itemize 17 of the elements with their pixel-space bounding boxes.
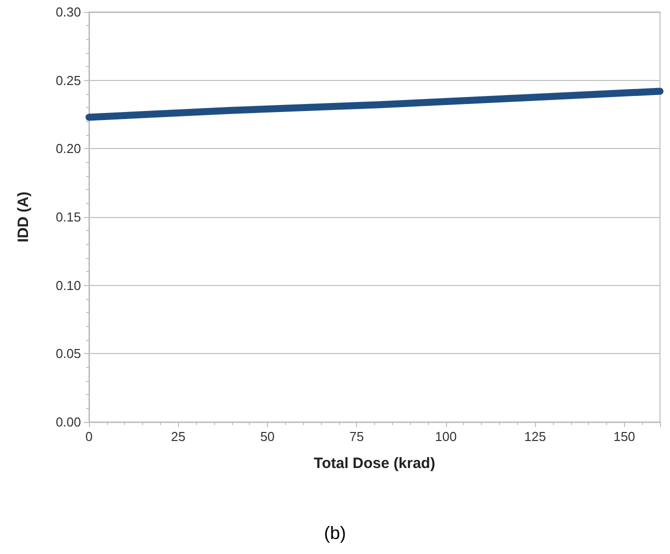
y-tick-label: 0.20 [56, 141, 81, 156]
x-tick-label: 75 [349, 429, 364, 444]
text: (b) [324, 523, 346, 543]
y-tick-label: 0.30 [56, 4, 81, 20]
x-tick-label: 0 [85, 429, 93, 444]
x-tick-label: 50 [260, 429, 275, 444]
y-tick-label: 0.15 [56, 210, 81, 224]
x-axis-title: Total Dose (krad) [314, 455, 436, 472]
x-tick-label: 150 [613, 429, 636, 444]
x-tick-label: 25 [170, 429, 186, 444]
y-tick-label: 0.00 [56, 414, 81, 430]
x-tick-label: 125 [524, 429, 546, 444]
y-axis-title: IDD (A) [15, 192, 32, 242]
y-tick-label: 0.25 [56, 72, 81, 88]
y-tick-label: 0.05 [56, 346, 81, 362]
y-tick-label: 0.10 [56, 278, 81, 293]
x-tick-label: 100 [435, 429, 457, 444]
